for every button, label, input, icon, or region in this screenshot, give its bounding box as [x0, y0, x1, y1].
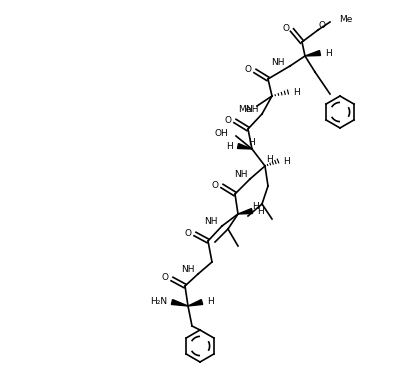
Text: H: H	[248, 138, 255, 147]
Text: O: O	[318, 21, 325, 30]
Text: O: O	[225, 116, 232, 125]
Polygon shape	[188, 300, 203, 306]
Text: H₂N: H₂N	[150, 297, 167, 307]
Text: NH: NH	[245, 104, 259, 113]
Text: NH: NH	[182, 264, 195, 273]
Text: O: O	[282, 24, 290, 33]
Text: H: H	[252, 202, 259, 211]
Text: H: H	[293, 88, 300, 96]
Text: OH: OH	[214, 129, 228, 138]
Polygon shape	[171, 300, 188, 306]
Text: Me: Me	[239, 104, 252, 113]
Polygon shape	[305, 50, 320, 56]
Text: O: O	[162, 273, 169, 282]
Text: H: H	[325, 49, 332, 58]
Text: H: H	[226, 141, 233, 150]
Text: NH: NH	[234, 169, 248, 178]
Text: Me: Me	[339, 15, 352, 24]
Text: NH: NH	[204, 217, 218, 226]
Text: H: H	[283, 156, 290, 166]
Polygon shape	[238, 144, 252, 149]
Text: H: H	[266, 154, 273, 163]
Text: H: H	[257, 206, 264, 215]
Text: H: H	[207, 297, 214, 307]
Text: O: O	[245, 64, 251, 74]
Polygon shape	[238, 209, 253, 214]
Text: O: O	[184, 229, 191, 237]
Text: O: O	[212, 181, 219, 190]
Text: NH: NH	[271, 58, 285, 67]
